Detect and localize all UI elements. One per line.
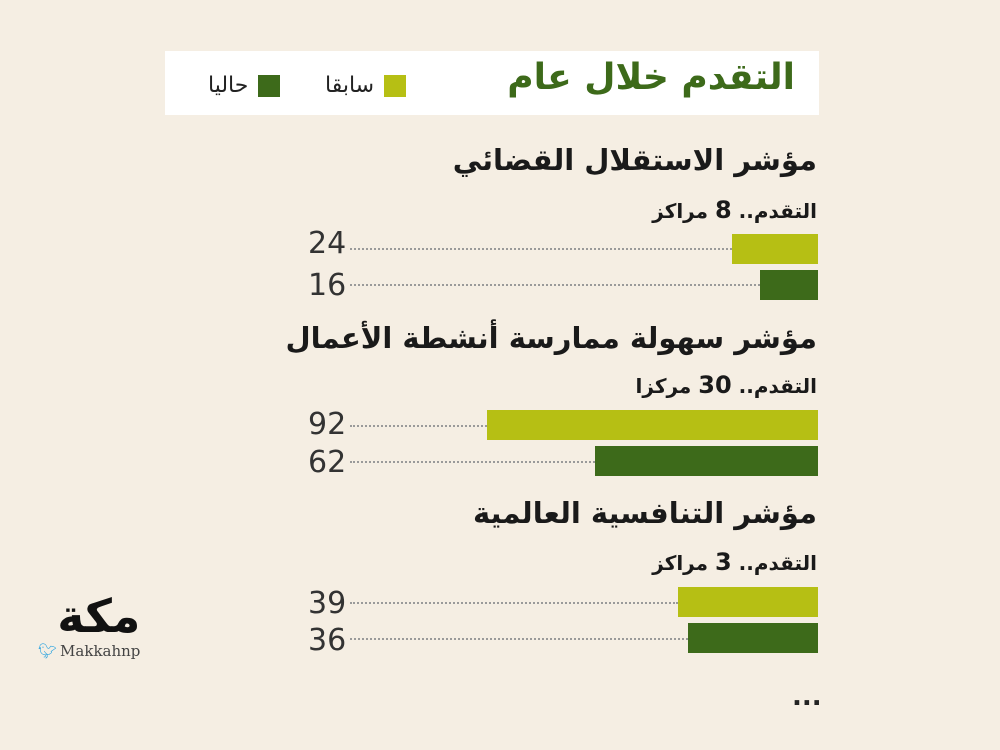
chart-1-title: مؤشر الاستقلال القضائي xyxy=(452,143,817,177)
legend-current: حاليا xyxy=(208,73,281,98)
chart-1-subtitle: التقدم.. 8 مراكز xyxy=(652,196,817,224)
chart-1-current-label: 16 xyxy=(308,268,347,303)
chart-3-current-bar xyxy=(688,623,818,653)
chart-2-current-bar xyxy=(594,446,818,476)
chart-1-previous-label: 24 xyxy=(308,226,347,261)
chart-2-title: مؤشر سهولة ممارسة أنشطة الأعمال xyxy=(285,321,817,355)
chart-3-title: مؤشر التنافسية العالمية xyxy=(472,496,817,530)
chart-3-previous-bar xyxy=(677,587,818,617)
chart-3-previous-leader xyxy=(350,602,678,604)
publisher-logo: مكة 🐦︎ Makkahnp xyxy=(38,589,142,660)
twitter-bird-icon: 🐦︎ xyxy=(38,642,58,660)
chart-1-improvement-number: 8 xyxy=(714,196,732,224)
chart-3-current-label: 36 xyxy=(308,623,347,658)
chart-3-current-leader xyxy=(350,638,689,640)
logo-mark: مكة xyxy=(57,589,142,643)
chart-2-improvement-number: 30 xyxy=(698,371,732,399)
chart-header: التقدم خلال عام سابقا حاليا xyxy=(165,51,819,115)
chart-3-improvement-number: 3 xyxy=(714,548,732,576)
main-title: التقدم خلال عام xyxy=(507,57,795,98)
legend-swatch-current xyxy=(258,74,281,97)
chart-2-current-label: 62 xyxy=(308,445,347,480)
legend-label-current: حاليا xyxy=(208,73,249,98)
chart-3-previous-label: 39 xyxy=(308,586,347,621)
chart-2-previous-bar xyxy=(486,410,818,440)
legend-swatch-previous xyxy=(384,74,407,97)
twitter-handle: 🐦︎ Makkahnp xyxy=(38,642,141,660)
chart-1-previous-bar xyxy=(731,234,818,264)
chart-2-current-leader xyxy=(350,461,595,463)
chart-2-previous-leader xyxy=(350,425,487,427)
chart-1-current-leader xyxy=(350,284,761,286)
legend-label-previous: سابقا xyxy=(325,73,375,98)
continuation-ellipsis: ... xyxy=(792,682,822,712)
chart-2-previous-label: 92 xyxy=(308,407,347,442)
chart-1-previous-leader xyxy=(350,248,732,250)
chart-2-subtitle: التقدم.. 30 مركزا xyxy=(635,371,817,399)
chart-1-current-bar xyxy=(760,270,818,300)
chart-3-subtitle: التقدم.. 3 مراكز xyxy=(652,548,817,576)
legend-previous: سابقا xyxy=(325,73,407,98)
